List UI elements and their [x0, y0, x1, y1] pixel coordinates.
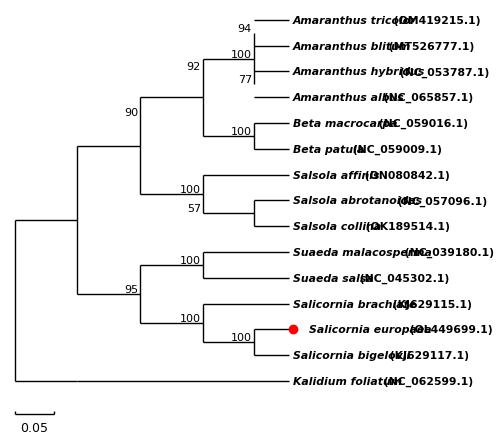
Text: 92: 92 [186, 62, 201, 72]
Text: Beta patula: Beta patula [293, 145, 364, 155]
Text: (OK189514.1): (OK189514.1) [362, 222, 450, 232]
Text: Kalidium foliatum: Kalidium foliatum [293, 376, 403, 386]
Text: Salicornia brachiate: Salicornia brachiate [293, 299, 416, 309]
Text: 100: 100 [180, 184, 201, 194]
Text: 100: 100 [180, 255, 201, 265]
Text: 100: 100 [231, 49, 252, 60]
Text: (MT526777.1): (MT526777.1) [386, 42, 474, 52]
Text: (NC_057096.1): (NC_057096.1) [394, 196, 487, 206]
Text: (NC_045302.1): (NC_045302.1) [356, 273, 450, 283]
Text: (NC_053787.1): (NC_053787.1) [396, 67, 490, 78]
Text: Salsola abrotanoides: Salsola abrotanoides [293, 196, 422, 206]
Text: 100: 100 [231, 332, 252, 343]
Text: Suaeda salsa: Suaeda salsa [293, 273, 374, 283]
Text: (KJ629115.1): (KJ629115.1) [390, 299, 472, 309]
Text: 57: 57 [187, 204, 201, 214]
Text: 100: 100 [180, 313, 201, 323]
Text: (NC_039180.1): (NC_039180.1) [402, 247, 494, 258]
Text: Beta macrocarpa: Beta macrocarpa [293, 119, 398, 129]
Text: (NC_062599.1): (NC_062599.1) [380, 376, 472, 386]
Text: (NC_059009.1): (NC_059009.1) [349, 145, 442, 155]
Text: Salsola collina: Salsola collina [293, 222, 382, 232]
Text: (KJ629117.1): (KJ629117.1) [386, 350, 469, 360]
Text: Amaranthus tricolor: Amaranthus tricolor [293, 16, 417, 26]
Text: (OL449699.1): (OL449699.1) [406, 325, 492, 335]
Text: (ON080842.1): (ON080842.1) [360, 170, 450, 180]
Text: Amaranthus hybridus: Amaranthus hybridus [293, 67, 426, 77]
Text: Salsola affinis: Salsola affinis [293, 170, 380, 180]
Text: Amaranthus albus: Amaranthus albus [293, 93, 405, 103]
Text: Suaeda malacosperma: Suaeda malacosperma [293, 247, 432, 258]
Text: (NC_065857.1): (NC_065857.1) [380, 93, 474, 103]
Text: 90: 90 [124, 107, 138, 117]
Text: 94: 94 [238, 24, 252, 34]
Text: 0.05: 0.05 [20, 421, 48, 434]
Text: Amaranthus blitum: Amaranthus blitum [293, 42, 412, 52]
Text: 95: 95 [124, 284, 138, 294]
Text: Salicornia bigelovii: Salicornia bigelovii [293, 350, 410, 360]
Text: (OM419215.1): (OM419215.1) [390, 16, 480, 26]
Text: 77: 77 [238, 75, 252, 85]
Text: 100: 100 [231, 127, 252, 137]
Text: Salicornia europaea: Salicornia europaea [309, 325, 432, 335]
Text: (NC_059016.1): (NC_059016.1) [374, 119, 468, 129]
